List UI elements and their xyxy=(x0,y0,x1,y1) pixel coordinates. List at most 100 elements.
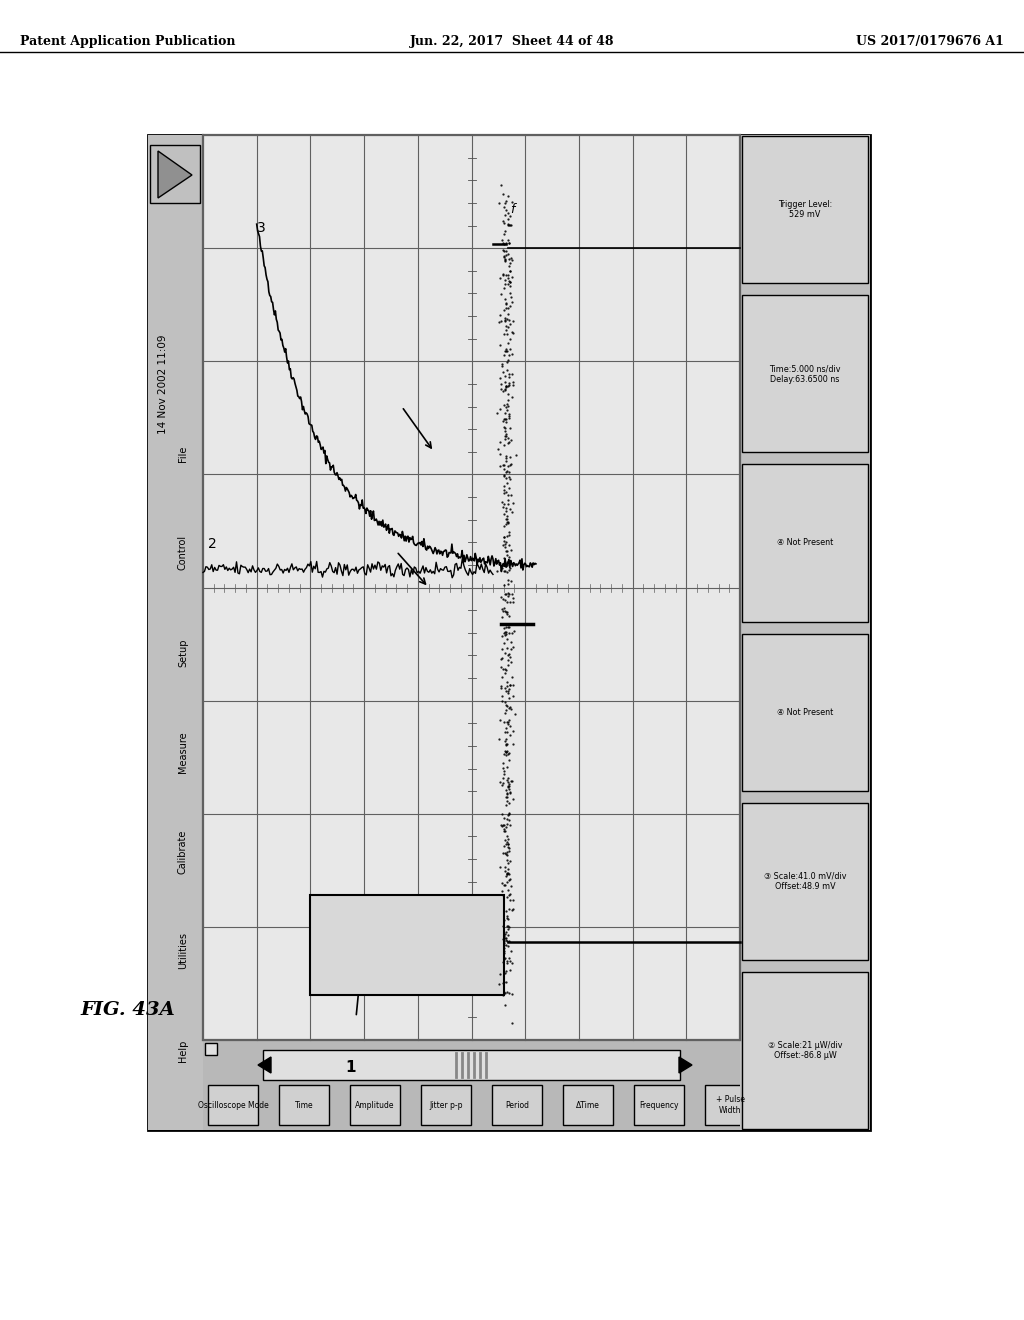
Point xyxy=(501,367,517,388)
Polygon shape xyxy=(679,1057,692,1073)
Text: Calibrate: Calibrate xyxy=(178,829,188,874)
Point xyxy=(500,396,516,417)
Point xyxy=(501,363,517,384)
Point xyxy=(498,409,514,430)
Point xyxy=(498,445,514,466)
Point xyxy=(500,771,516,792)
Point xyxy=(495,264,511,285)
Point xyxy=(499,863,515,884)
Point xyxy=(497,560,513,581)
Text: 14 Nov 2002 11:09: 14 Nov 2002 11:09 xyxy=(158,334,168,433)
Point xyxy=(498,659,514,680)
Point xyxy=(498,498,514,519)
Text: Frequency: Frequency xyxy=(639,1101,679,1110)
Text: Period: Period xyxy=(505,1101,529,1110)
Bar xyxy=(742,803,868,960)
Point xyxy=(496,814,512,836)
Point xyxy=(501,884,517,906)
Point xyxy=(501,840,517,861)
Point xyxy=(496,210,512,231)
Point xyxy=(498,741,514,762)
Point xyxy=(499,871,515,892)
Point xyxy=(503,429,519,450)
Point xyxy=(499,770,515,791)
Point xyxy=(497,643,513,664)
Point xyxy=(497,678,513,700)
Point xyxy=(498,298,514,319)
Point xyxy=(497,994,513,1015)
Point xyxy=(499,733,515,754)
Point xyxy=(502,260,518,281)
Point xyxy=(498,533,514,554)
Point xyxy=(496,942,512,964)
Point xyxy=(495,842,511,863)
Point xyxy=(497,537,513,558)
Point xyxy=(502,960,518,981)
Point xyxy=(499,809,515,830)
Point xyxy=(502,675,518,696)
Point xyxy=(498,744,514,766)
Point xyxy=(498,857,514,878)
Point xyxy=(501,405,517,426)
Point xyxy=(496,948,512,969)
Point xyxy=(499,638,515,659)
Point xyxy=(502,260,518,281)
Point xyxy=(498,315,514,337)
Point xyxy=(494,667,510,688)
Point xyxy=(495,884,511,906)
Point xyxy=(497,466,513,487)
Point xyxy=(502,814,518,836)
Point xyxy=(496,300,512,321)
Point xyxy=(490,729,507,750)
Point xyxy=(499,400,515,421)
Point xyxy=(497,403,513,424)
Point xyxy=(499,341,515,362)
Point xyxy=(502,883,518,904)
Point xyxy=(497,554,513,576)
Point xyxy=(498,602,514,623)
Point xyxy=(497,380,513,401)
Point xyxy=(499,628,515,649)
Point xyxy=(498,972,514,993)
Point xyxy=(502,446,518,467)
Point xyxy=(498,532,514,553)
Point xyxy=(499,553,515,574)
Point xyxy=(501,524,517,545)
Point xyxy=(494,598,510,619)
Point xyxy=(497,246,513,267)
Bar xyxy=(742,136,868,284)
Point xyxy=(501,946,517,968)
Point xyxy=(505,733,521,754)
Point xyxy=(493,709,509,730)
Point xyxy=(497,425,513,446)
Point xyxy=(500,863,516,884)
Point xyxy=(496,972,512,993)
Point xyxy=(502,725,518,746)
Point xyxy=(498,921,514,942)
Point xyxy=(504,363,520,384)
Point xyxy=(496,277,512,298)
Point xyxy=(504,667,520,688)
Point xyxy=(498,244,514,265)
Point xyxy=(493,656,509,677)
Point xyxy=(500,616,516,638)
Point xyxy=(504,191,520,213)
Point xyxy=(499,552,515,573)
Point xyxy=(496,323,512,345)
Point xyxy=(493,368,509,389)
Point xyxy=(500,908,516,929)
Point xyxy=(497,372,513,393)
Point xyxy=(500,863,516,884)
Point xyxy=(497,601,513,622)
Point xyxy=(497,308,513,329)
Text: Time:5.000 ns/div
Delay:63.6500 ns: Time:5.000 ns/div Delay:63.6500 ns xyxy=(769,364,841,384)
Bar xyxy=(263,1049,680,1080)
Point xyxy=(500,680,516,701)
Point xyxy=(497,429,513,450)
Point xyxy=(498,843,514,865)
Point xyxy=(500,490,516,511)
Point xyxy=(498,583,514,605)
Point xyxy=(501,804,517,825)
Text: + Pulse
Width: + Pulse Width xyxy=(716,1096,744,1114)
Point xyxy=(496,821,512,842)
